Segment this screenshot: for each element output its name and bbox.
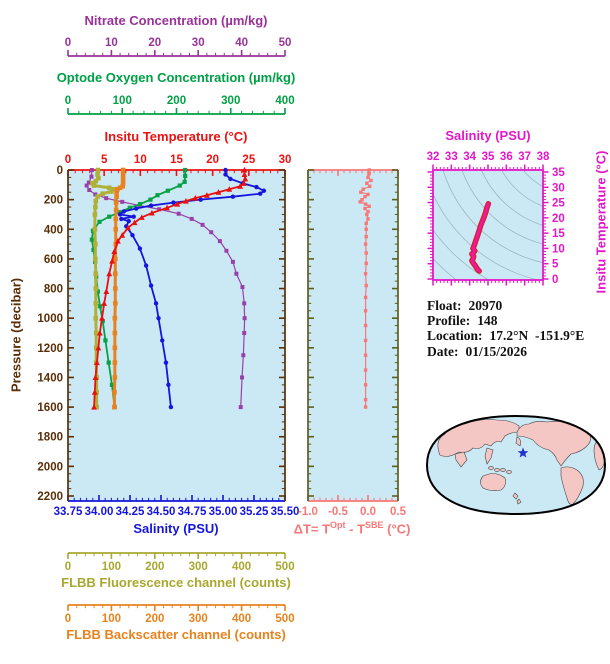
svg-text:0: 0 [65,613,71,625]
svg-text:1600: 1600 [37,402,63,414]
svg-text:0: 0 [65,37,71,49]
svg-text:200: 200 [145,561,164,573]
svg-text:100: 100 [113,95,132,107]
svg-text:35: 35 [552,167,565,179]
svg-text:35.25: 35.25 [240,506,269,518]
svg-text:34.00: 34.00 [85,506,114,518]
svg-text:15: 15 [170,154,183,166]
float-location-star [517,447,529,458]
svg-text:10: 10 [552,243,565,255]
svg-text:200: 200 [145,613,164,625]
svg-text:1800: 1800 [37,432,63,444]
svg-text:800: 800 [44,284,63,296]
float-info-row: Profile: 148 [427,313,584,328]
profile-value: 148 [477,313,498,329]
svg-text:35.00: 35.00 [209,506,238,518]
float-info-row: Location: 17.2°N -151.9°E [427,328,584,343]
svg-text:35: 35 [482,151,495,163]
svg-text:32: 32 [427,151,440,163]
svg-text:400: 400 [232,613,251,625]
svg-text:2000: 2000 [37,461,63,473]
svg-text:34.75: 34.75 [178,506,207,518]
svg-text:35.50: 35.50 [271,506,300,518]
svg-text:37: 37 [518,151,531,163]
float-info-block: Float: 20970 Profile: 148 Location: 17.2°N … [427,298,584,359]
svg-text:25: 25 [242,154,255,166]
svg-text:50: 50 [279,37,292,49]
svg-text:0: 0 [65,154,71,166]
svg-text:0: 0 [57,165,63,177]
svg-text:5: 5 [101,154,108,166]
svg-text:100: 100 [102,561,121,573]
svg-text:400: 400 [232,561,251,573]
svg-text:38: 38 [537,151,550,163]
svg-text:33: 33 [445,151,458,163]
svg-text:300: 300 [189,561,208,573]
svg-text:20: 20 [206,154,219,166]
svg-text:0.5: 0.5 [390,506,407,518]
svg-text:10: 10 [105,37,118,49]
svg-text:20: 20 [148,37,161,49]
svg-text:-0.5: -0.5 [328,506,348,518]
svg-text:400: 400 [275,95,294,107]
svg-text:36: 36 [500,151,513,163]
float-info-row: Date: 01/15/2026 [427,344,584,359]
svg-text:-1.0: -1.0 [298,506,318,518]
svg-text:0: 0 [552,274,558,286]
svg-text:200: 200 [44,195,63,207]
svg-text:0: 0 [65,95,71,107]
location-label: Location: [427,328,483,344]
date-label: Date: [427,343,459,359]
svg-text:34.50: 34.50 [147,506,176,518]
svg-text:34.25: 34.25 [116,506,145,518]
svg-text:300: 300 [189,613,208,625]
svg-text:1000: 1000 [37,313,63,325]
date-value: 01/15/2026 [465,343,527,359]
svg-text:34: 34 [463,151,476,163]
svg-text:600: 600 [44,254,63,266]
svg-text:25: 25 [552,198,565,210]
svg-text:30: 30 [279,154,292,166]
svg-text:0: 0 [65,561,71,573]
delta-t-plot-area: -1.0 -0.5 0.0 0.5 [298,168,407,518]
float-info-row: Float: 20970 [427,298,584,313]
world-map [425,414,607,516]
svg-text:400: 400 [44,224,63,236]
svg-text:2200: 2200 [37,491,63,503]
svg-text:30: 30 [552,182,565,194]
svg-text:500: 500 [275,613,294,625]
svg-text:200: 200 [167,95,186,107]
svg-text:10: 10 [134,154,147,166]
svg-text:1200: 1200 [37,343,63,355]
float-value: 20970 [468,298,503,313]
svg-text:30: 30 [192,37,205,49]
svg-text:0.0: 0.0 [360,506,376,518]
svg-text:5: 5 [552,259,559,271]
location-value: 17.2°N -151.9°E [489,328,585,344]
float-label: Float: [427,298,462,313]
svg-text:1400: 1400 [37,372,63,384]
svg-text:33.75: 33.75 [54,506,83,518]
svg-text:100: 100 [102,613,121,625]
svg-text:300: 300 [221,95,240,107]
svg-text:40: 40 [235,37,248,49]
ts-plot-area: 32 33 34 35 36 37 38 0 5 10 15 20 25 30 35 [427,151,566,286]
profile-label: Profile: [427,313,471,329]
svg-text:15: 15 [552,228,565,240]
svg-text:500: 500 [275,561,294,573]
svg-text:20: 20 [552,213,565,225]
